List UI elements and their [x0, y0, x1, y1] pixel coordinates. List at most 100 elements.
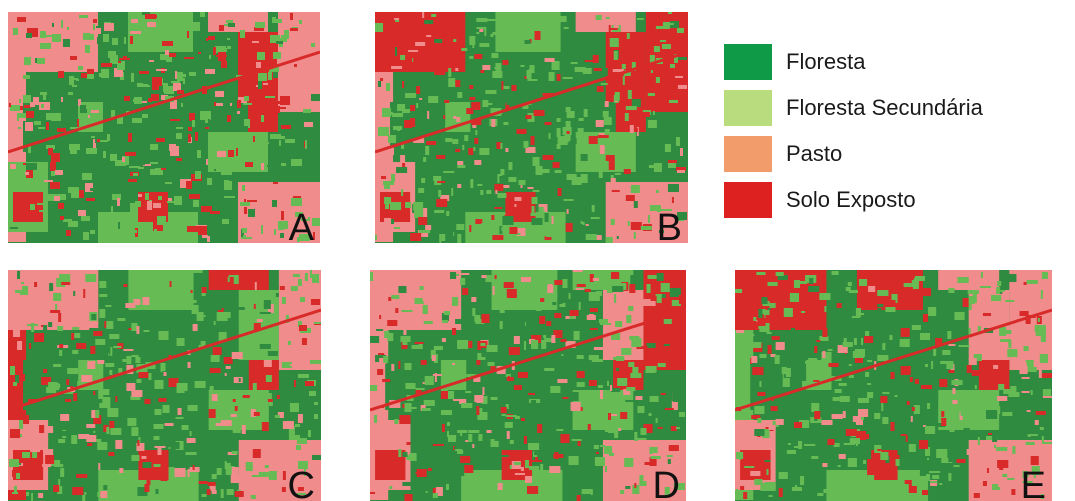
land-patch [311, 43, 315, 47]
land-patch [552, 415, 562, 421]
land-patch [894, 395, 898, 397]
land-patch [58, 479, 61, 487]
land-patch [98, 389, 110, 395]
land-patch [492, 71, 503, 78]
land-patch [439, 234, 442, 243]
land-patch [79, 15, 88, 18]
land-patch [534, 58, 539, 65]
land-patch [1034, 420, 1039, 425]
land-patch [276, 395, 280, 399]
land-patch [524, 460, 530, 468]
land-patch [800, 317, 812, 323]
land-patch [458, 12, 463, 15]
land-patch [267, 319, 270, 325]
land-patch [115, 160, 126, 166]
land-patch [667, 12, 672, 14]
land-patch [545, 230, 554, 237]
land-patch [938, 430, 942, 438]
land-patch [130, 203, 138, 212]
land-patch [922, 425, 927, 427]
land-patch [103, 425, 109, 432]
land-patch [131, 355, 139, 357]
land-patch [574, 67, 586, 72]
land-patch [477, 333, 482, 335]
legend-item-floresta: Floresta [724, 44, 983, 80]
land-patch [298, 325, 307, 331]
land-patch [297, 487, 304, 491]
land-patch [146, 479, 151, 485]
land-patch [552, 302, 557, 305]
land-patch [164, 423, 174, 426]
land-patch [148, 76, 151, 85]
land-patch [307, 430, 311, 437]
land-patch [464, 135, 469, 141]
land-patch [419, 230, 431, 233]
land-patch [155, 489, 159, 494]
land-patch [263, 360, 272, 367]
land-patch [505, 148, 509, 152]
land-patch [958, 345, 970, 347]
land-patch [582, 222, 585, 225]
land-patch [500, 169, 505, 175]
land-patch [513, 336, 520, 344]
land-patch [383, 146, 395, 155]
land-patch [652, 111, 655, 115]
land-block [575, 12, 636, 32]
land-patch [238, 378, 241, 382]
land-patch [924, 364, 929, 367]
land-patch [1038, 370, 1042, 378]
land-patch [46, 194, 57, 201]
land-patch [819, 293, 831, 300]
land-patch [767, 282, 778, 286]
land-patch [887, 366, 895, 374]
land-patch [208, 119, 210, 124]
land-patch [532, 157, 540, 166]
land-patch [476, 18, 488, 22]
land-patch [599, 323, 612, 325]
land-patch [81, 375, 93, 382]
land-patch [984, 375, 987, 378]
land-patch [553, 454, 564, 458]
land-patch [96, 26, 102, 29]
land-patch [744, 433, 753, 441]
land-patch [492, 235, 504, 240]
land-patch [43, 35, 54, 37]
land-patch [50, 162, 56, 171]
land-patch [237, 111, 240, 114]
land-patch [83, 33, 94, 40]
land-patch [281, 297, 286, 304]
land-patch [842, 342, 853, 347]
land-patch [242, 395, 250, 398]
land-patch [553, 330, 563, 338]
land-patch [413, 138, 425, 143]
land-patch [131, 390, 143, 397]
land-patch [455, 68, 459, 71]
land-patch [462, 476, 466, 482]
land-patch [71, 333, 75, 340]
land-patch [50, 310, 61, 313]
land-patch [47, 426, 54, 433]
land-patch [268, 471, 277, 480]
land-patch [562, 77, 573, 79]
land-patch [793, 446, 798, 448]
legend-item-floresta-secundaria: Floresta Secundária [724, 90, 983, 126]
land-patch [1013, 493, 1022, 498]
land-patch [560, 434, 570, 443]
land-patch [756, 287, 761, 289]
land-patch [153, 222, 163, 231]
land-patch [544, 338, 555, 342]
land-patch [273, 106, 280, 113]
land-patch [165, 182, 172, 184]
land-patch [402, 162, 406, 170]
land-patch [671, 401, 678, 410]
land-patch [176, 133, 182, 139]
land-patch [228, 150, 234, 157]
land-patch [106, 321, 114, 329]
land-patch [168, 467, 175, 472]
land-patch [437, 181, 446, 183]
land-patch [41, 377, 52, 385]
land-patch [147, 201, 152, 210]
land-patch [17, 341, 23, 350]
land-patch [865, 331, 870, 336]
land-patch [891, 294, 898, 303]
